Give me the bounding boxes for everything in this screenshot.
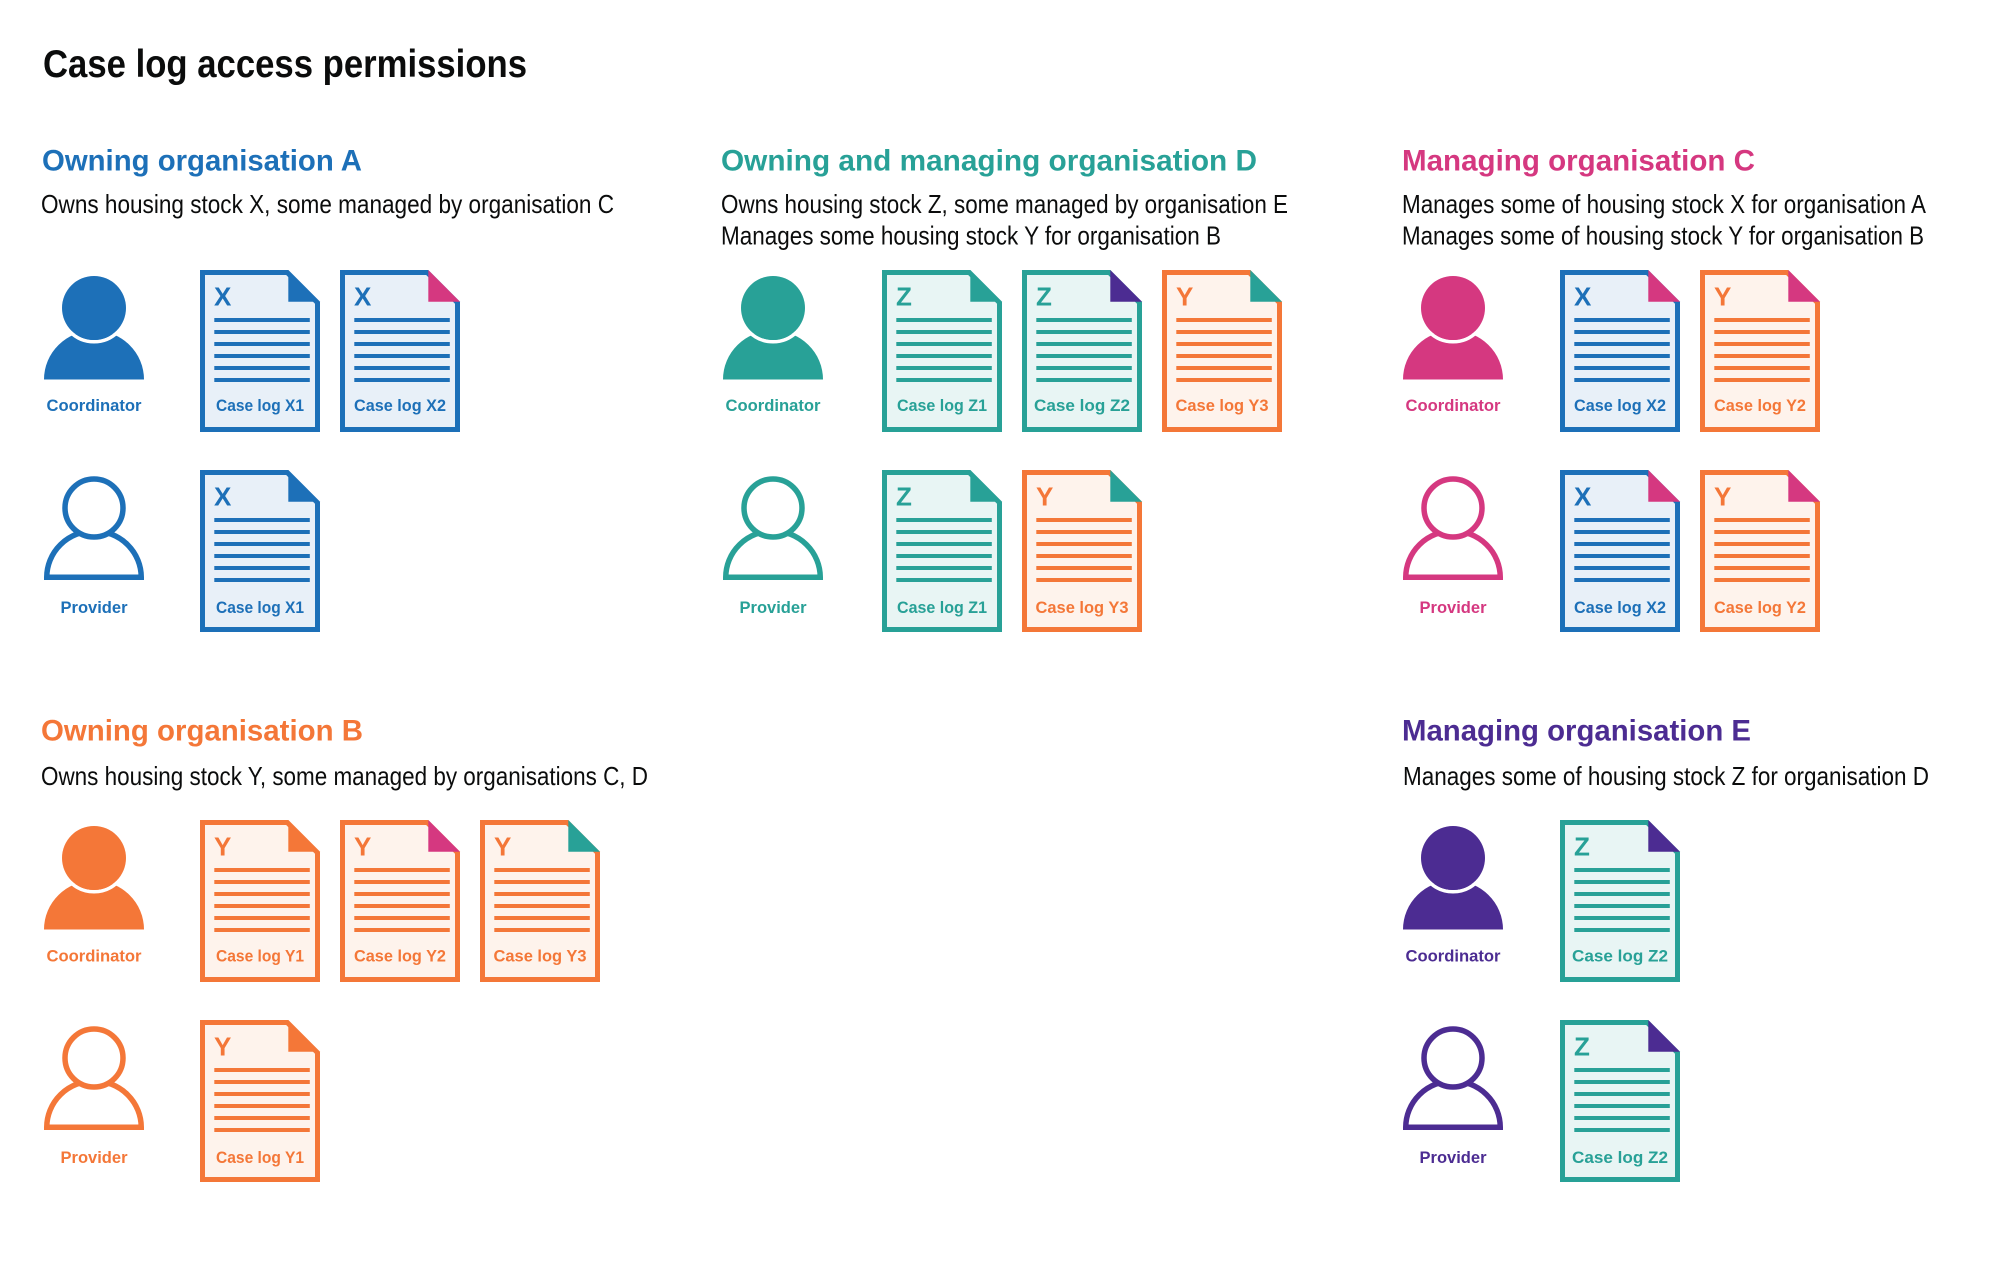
svg-text:Case log Y2: Case log Y2 bbox=[1714, 397, 1806, 415]
svg-text:X: X bbox=[354, 281, 372, 311]
svg-text:X: X bbox=[214, 281, 232, 311]
svg-text:Y: Y bbox=[214, 831, 231, 861]
svg-text:Case log Y1: Case log Y1 bbox=[216, 1149, 304, 1167]
svg-text:Y: Y bbox=[1714, 481, 1731, 511]
svg-text:Case log X1: Case log X1 bbox=[216, 397, 304, 415]
svg-text:Case log Z2: Case log Z2 bbox=[1034, 397, 1130, 415]
svg-text:Owning organisation A: Owning organisation A bbox=[42, 144, 362, 177]
svg-text:Coordinator: Coordinator bbox=[47, 397, 143, 415]
svg-text:Provider: Provider bbox=[61, 599, 129, 617]
svg-text:Manages some housing stock Y f: Manages some housing stock Y for organis… bbox=[721, 220, 1221, 250]
svg-text:Case log Y2: Case log Y2 bbox=[354, 947, 446, 965]
svg-text:Case log X2: Case log X2 bbox=[354, 397, 446, 415]
svg-text:X: X bbox=[1574, 481, 1592, 511]
svg-text:Owns housing stock Y, some man: Owns housing stock Y, some managed by or… bbox=[41, 761, 648, 791]
svg-text:Y: Y bbox=[1176, 281, 1193, 311]
svg-text:Provider: Provider bbox=[1420, 599, 1488, 617]
svg-text:Owns housing stock Z, some man: Owns housing stock Z, some managed by or… bbox=[721, 189, 1288, 219]
svg-text:Z: Z bbox=[1574, 1031, 1590, 1061]
svg-text:Provider: Provider bbox=[1420, 1149, 1488, 1167]
svg-text:Coordinator: Coordinator bbox=[47, 947, 143, 965]
svg-text:Y: Y bbox=[354, 831, 371, 861]
svg-text:Case log X1: Case log X1 bbox=[216, 599, 304, 617]
svg-text:Case log access permissions: Case log access permissions bbox=[43, 43, 527, 86]
svg-text:Coordinator: Coordinator bbox=[1406, 947, 1502, 965]
svg-text:Case log X2: Case log X2 bbox=[1574, 397, 1666, 415]
svg-text:Z: Z bbox=[896, 281, 912, 311]
svg-text:Case log Z2: Case log Z2 bbox=[1572, 1149, 1668, 1167]
svg-text:Provider: Provider bbox=[740, 599, 808, 617]
svg-text:Y: Y bbox=[1714, 281, 1731, 311]
svg-text:Coordinator: Coordinator bbox=[726, 397, 822, 415]
svg-text:Case log X2: Case log X2 bbox=[1574, 599, 1666, 617]
svg-text:Case log Y3: Case log Y3 bbox=[1176, 397, 1269, 415]
svg-text:Manages some of housing stock: Manages some of housing stock Y for orga… bbox=[1402, 220, 1924, 250]
svg-text:Owning organisation B: Owning organisation B bbox=[41, 715, 363, 748]
svg-text:Case log Y1: Case log Y1 bbox=[216, 947, 304, 965]
svg-text:Case log Y3: Case log Y3 bbox=[494, 947, 587, 965]
svg-text:Managing organisation C: Managing organisation C bbox=[1402, 144, 1755, 177]
svg-text:Case log Y2: Case log Y2 bbox=[1714, 599, 1806, 617]
svg-text:Owns housing stock X, some man: Owns housing stock X, some managed by or… bbox=[41, 189, 614, 219]
svg-text:Managing organisation E: Managing organisation E bbox=[1402, 715, 1751, 748]
svg-text:Y: Y bbox=[214, 1031, 231, 1061]
svg-text:Y: Y bbox=[494, 831, 511, 861]
svg-text:Case log Z2: Case log Z2 bbox=[1572, 947, 1668, 965]
svg-text:Y: Y bbox=[1036, 481, 1053, 511]
svg-text:Z: Z bbox=[1036, 281, 1052, 311]
svg-text:Owning and managing organisati: Owning and managing organisation D bbox=[721, 144, 1257, 177]
svg-text:X: X bbox=[214, 481, 232, 511]
svg-text:Manages some of housing stock: Manages some of housing stock Z for orga… bbox=[1403, 761, 1929, 791]
svg-text:Case log Z1: Case log Z1 bbox=[897, 599, 987, 617]
svg-text:Provider: Provider bbox=[61, 1149, 129, 1167]
svg-text:Manages some of housing stock: Manages some of housing stock X for orga… bbox=[1402, 189, 1927, 219]
svg-text:Case log Y3: Case log Y3 bbox=[1036, 599, 1129, 617]
svg-text:Z: Z bbox=[1574, 831, 1590, 861]
svg-text:Coordinator: Coordinator bbox=[1406, 397, 1502, 415]
svg-text:Case log Z1: Case log Z1 bbox=[897, 397, 987, 415]
svg-text:X: X bbox=[1574, 281, 1592, 311]
svg-text:Z: Z bbox=[896, 481, 912, 511]
